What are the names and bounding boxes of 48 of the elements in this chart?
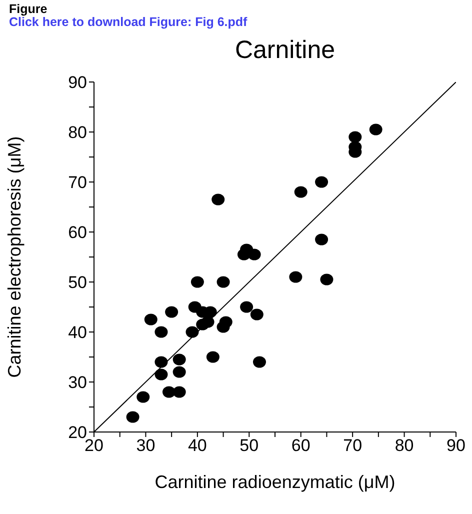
point	[369, 124, 382, 136]
y-tick-label: 30	[68, 373, 87, 392]
y-tick-label: 60	[68, 223, 87, 242]
x-tick-label: 90	[446, 436, 466, 456]
point	[126, 411, 140, 423]
point	[216, 276, 230, 288]
point	[154, 356, 168, 368]
point	[315, 176, 328, 188]
point	[154, 326, 168, 338]
point	[348, 131, 362, 143]
point	[172, 354, 186, 366]
point	[294, 186, 308, 198]
y-axis-title: Carnitine electrophoresis (μM)	[4, 136, 24, 378]
y-tick-label: 80	[68, 123, 87, 142]
point	[136, 391, 150, 403]
x-tick-label: 70	[343, 436, 362, 456]
point	[289, 271, 302, 283]
point	[154, 368, 168, 380]
point	[219, 316, 232, 328]
y-tick-label: 40	[68, 323, 87, 342]
y-tick-label: 50	[68, 273, 87, 292]
x-tick-label: 60	[291, 436, 310, 456]
text: Figure	[9, 2, 48, 16]
y-tick-label: 90	[68, 73, 87, 92]
point	[315, 234, 328, 246]
x-axis-title: Carnitine radioenzymatic (μM)	[154, 472, 396, 492]
point	[320, 274, 334, 286]
point	[165, 306, 178, 318]
x-tick-label: 20	[84, 436, 104, 456]
point	[252, 356, 266, 368]
point	[206, 351, 220, 363]
x-tick-label: 30	[136, 436, 156, 456]
point	[248, 248, 261, 260]
chart-title: Carnitine	[234, 36, 336, 65]
text: Click here to download Figure: Fig 6.pdf	[9, 15, 248, 29]
point	[212, 194, 225, 206]
point	[172, 386, 186, 398]
y-tick-label: 70	[68, 173, 87, 192]
point	[240, 301, 254, 313]
point	[250, 308, 264, 320]
x-tick-label: 80	[394, 436, 414, 456]
y-tick-label: 20	[68, 423, 87, 442]
point	[190, 276, 204, 288]
x-tick-label: 50	[240, 436, 259, 456]
point	[144, 314, 158, 326]
x-tick-label: 40	[188, 436, 207, 456]
point	[186, 326, 199, 338]
point	[172, 366, 186, 378]
